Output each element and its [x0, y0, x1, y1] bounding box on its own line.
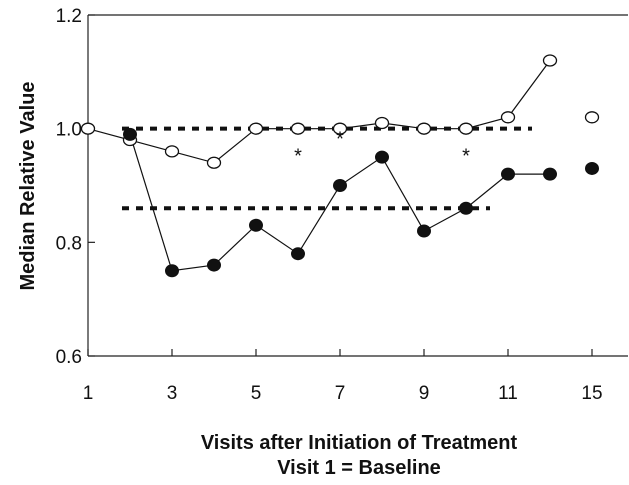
open-circle-point: [500, 111, 516, 124]
filled-circle-point: [417, 224, 431, 238]
reference-lines: [122, 126, 532, 211]
open-circle-point: [206, 156, 222, 169]
open-circle-point: [164, 145, 180, 158]
x-tick-label: 11: [498, 383, 518, 404]
filled-circle-point: [501, 167, 515, 181]
y-tick-label: 1.0: [56, 120, 82, 141]
x-axis-title: Visits after Initiation of Treatment: [201, 432, 518, 454]
filled-circle-point: [249, 218, 263, 232]
x-tick-label: 15: [581, 383, 602, 404]
y-tick-label: 0.8: [56, 233, 82, 254]
open-circle-point: [542, 54, 558, 67]
filled-circle-point: [207, 258, 221, 272]
x-tick-label: 1: [83, 383, 94, 404]
open-circle-point: [458, 122, 474, 135]
annotations: * * *: [294, 129, 470, 168]
y-tick-label: 0.6: [56, 347, 82, 368]
y-axis-title: Median Relative Value: [17, 82, 39, 291]
open-circle-point: [248, 122, 264, 135]
filled-circle-point: [123, 127, 137, 141]
markers: [80, 54, 600, 278]
series-line-0: [87, 60, 551, 164]
open-circle-point: [374, 116, 390, 130]
x-tick-label: 9: [419, 383, 430, 404]
series-lines: [87, 60, 551, 272]
open-circle-point: [584, 111, 600, 124]
series-line-1: [129, 134, 550, 272]
x-tick-label: 3: [167, 383, 178, 404]
tick-labels: 0.6 0.8 1.0 1.2 1 3 5 7 9 11 15: [56, 6, 603, 404]
significance-asterisk: *: [336, 129, 344, 151]
significance-asterisk: *: [294, 146, 302, 168]
axes: [87, 14, 628, 357]
x-tick-label: 7: [335, 383, 346, 404]
x-axis-subtitle: Visit 1 = Baseline: [277, 457, 441, 479]
filled-circle-point: [459, 201, 473, 215]
filled-circle-point: [165, 264, 179, 278]
open-circle-point: [290, 122, 306, 135]
open-circle-point: [332, 122, 348, 135]
open-circle-point: [416, 122, 432, 135]
filled-circle-point: [543, 167, 557, 181]
filled-circle-point: [585, 161, 599, 175]
open-circle-point: [80, 122, 96, 135]
significance-asterisk: *: [462, 146, 470, 168]
y-tick-label: 1.2: [56, 6, 82, 27]
filled-circle-point: [333, 179, 347, 192]
filled-circle-point: [375, 150, 389, 164]
x-tick-label: 5: [251, 383, 262, 404]
filled-circle-point: [291, 247, 305, 261]
